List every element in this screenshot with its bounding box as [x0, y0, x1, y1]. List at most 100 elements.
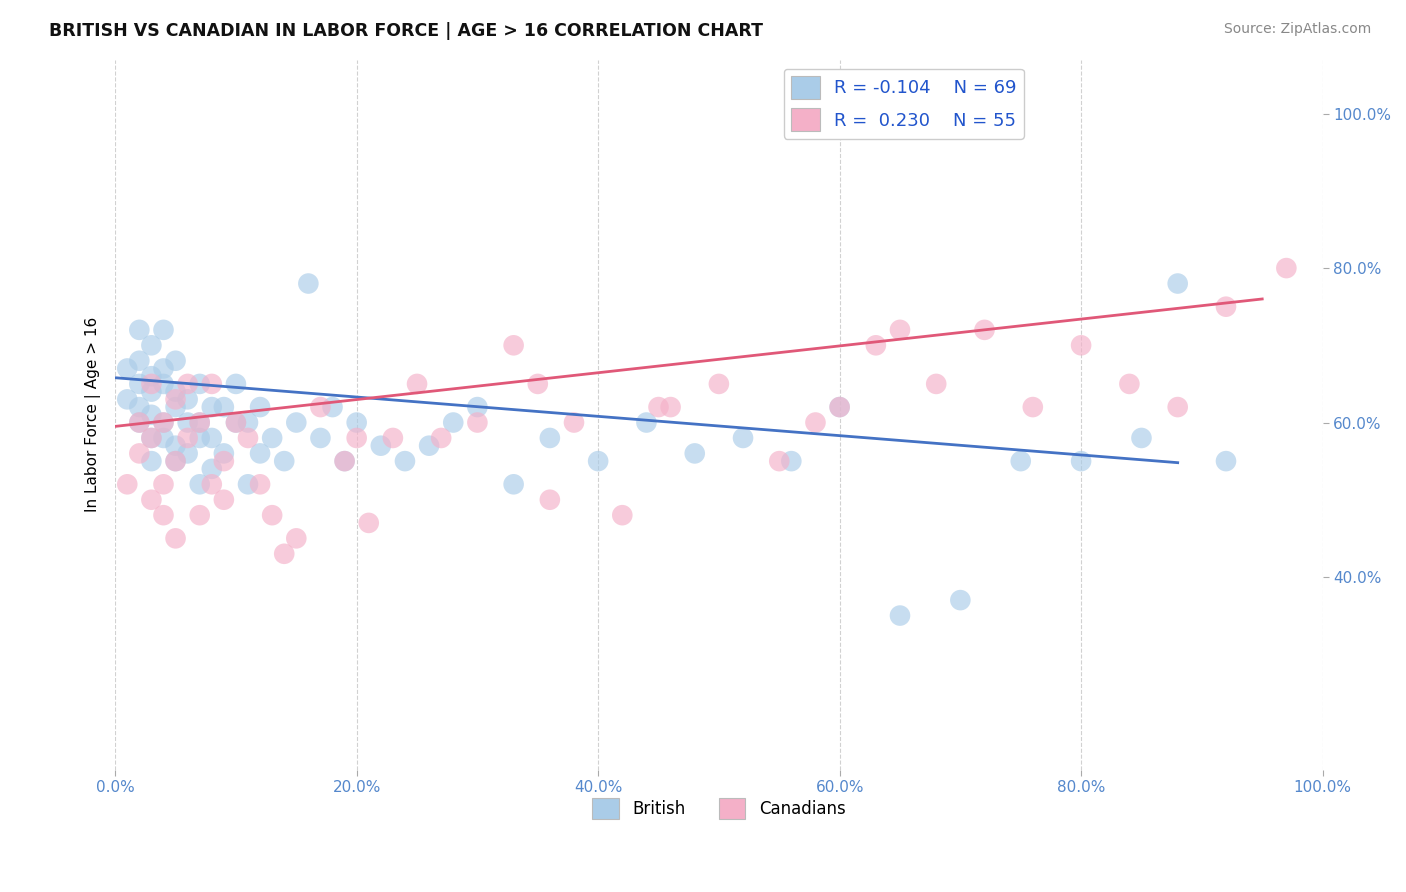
Point [165, 400, 187, 414]
Point [262, 508, 284, 523]
Point [949, 593, 972, 607]
Point [152, 416, 174, 430]
Point [141, 431, 163, 445]
Point [889, 608, 911, 623]
Point [176, 376, 198, 391]
Point [1070, 338, 1092, 352]
Point [467, 416, 489, 430]
Point [406, 376, 429, 391]
Point [357, 516, 380, 530]
Point [309, 400, 332, 414]
Point [117, 392, 139, 407]
Point [201, 431, 224, 445]
Point [152, 477, 174, 491]
Point [128, 416, 150, 430]
Point [925, 376, 948, 391]
Point [236, 477, 259, 491]
Point [381, 431, 404, 445]
Point [273, 454, 295, 468]
Point [285, 532, 308, 546]
Point [141, 384, 163, 399]
Point [212, 400, 235, 414]
Point [225, 376, 247, 391]
Point [188, 431, 211, 445]
Point [152, 323, 174, 337]
Point [973, 323, 995, 337]
Point [212, 446, 235, 460]
Point [538, 431, 561, 445]
Point [683, 446, 706, 460]
Point [141, 408, 163, 422]
Point [117, 477, 139, 491]
Point [865, 338, 887, 352]
Point [141, 338, 163, 352]
Point [152, 431, 174, 445]
Point [201, 400, 224, 414]
Point [249, 477, 271, 491]
Point [804, 416, 827, 430]
Legend: British, Canadians: British, Canadians [585, 791, 852, 826]
Point [430, 431, 453, 445]
Point [225, 416, 247, 430]
Point [828, 400, 851, 414]
Point [526, 376, 548, 391]
Point [152, 361, 174, 376]
Point [188, 376, 211, 391]
Point [538, 492, 561, 507]
Point [152, 508, 174, 523]
Point [346, 431, 368, 445]
Point [1167, 277, 1189, 291]
Point [176, 431, 198, 445]
Point [297, 277, 319, 291]
Point [165, 532, 187, 546]
Point [1215, 300, 1237, 314]
Point [394, 454, 416, 468]
Point [128, 376, 150, 391]
Point [128, 416, 150, 430]
Point [1010, 454, 1032, 468]
Point [780, 454, 803, 468]
Point [141, 376, 163, 391]
Point [262, 431, 284, 445]
Point [1022, 400, 1045, 414]
Point [128, 353, 150, 368]
Point [201, 462, 224, 476]
Point [188, 416, 211, 430]
Point [128, 323, 150, 337]
Point [768, 454, 790, 468]
Point [1070, 454, 1092, 468]
Text: BRITISH VS CANADIAN IN LABOR FORCE | AGE > 16 CORRELATION CHART: BRITISH VS CANADIAN IN LABOR FORCE | AGE… [49, 22, 763, 40]
Point [236, 416, 259, 430]
Point [441, 416, 464, 430]
Point [188, 477, 211, 491]
Point [152, 416, 174, 430]
Point [128, 400, 150, 414]
Point [309, 431, 332, 445]
Point [1130, 431, 1153, 445]
Point [1215, 454, 1237, 468]
Point [647, 400, 669, 414]
Point [333, 454, 356, 468]
Point [141, 454, 163, 468]
Point [201, 376, 224, 391]
Point [249, 400, 271, 414]
Point [128, 446, 150, 460]
Point [333, 454, 356, 468]
Point [165, 454, 187, 468]
Point [165, 392, 187, 407]
Point [188, 416, 211, 430]
Point [176, 392, 198, 407]
Point [141, 431, 163, 445]
Point [467, 400, 489, 414]
Text: Source: ZipAtlas.com: Source: ZipAtlas.com [1223, 22, 1371, 37]
Point [731, 431, 754, 445]
Point [502, 477, 524, 491]
Point [225, 416, 247, 430]
Point [889, 323, 911, 337]
Point [322, 400, 344, 414]
Point [1118, 376, 1140, 391]
Point [176, 446, 198, 460]
Point [176, 416, 198, 430]
Point [636, 416, 658, 430]
Point [285, 416, 308, 430]
